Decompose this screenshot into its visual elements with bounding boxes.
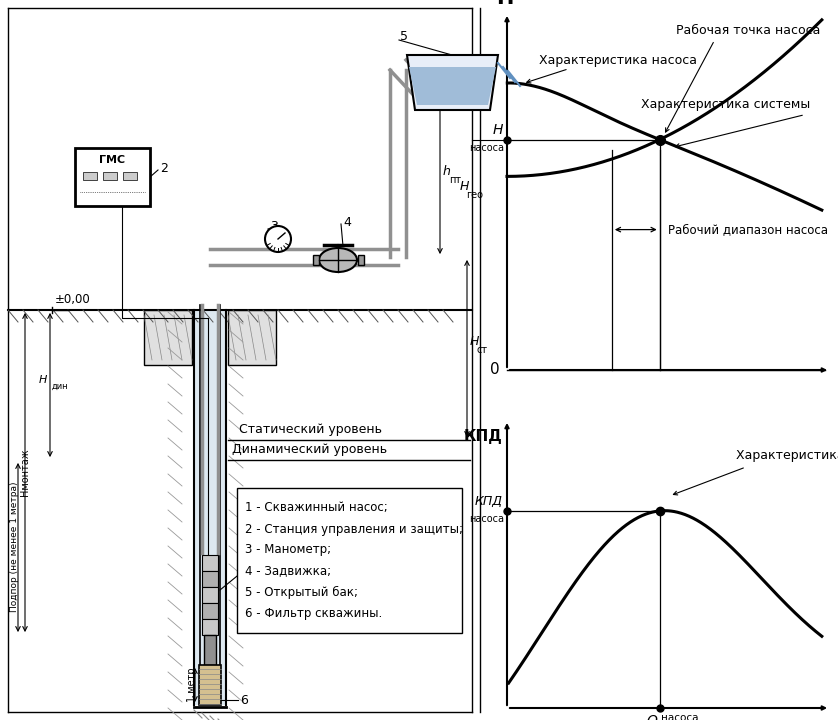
Bar: [202, 571, 218, 587]
Text: 5: 5: [400, 30, 408, 43]
Text: ГМС: ГМС: [99, 155, 125, 165]
Text: 4 - Задвижка;: 4 - Задвижка;: [245, 564, 331, 577]
Text: Динамический уровень: Динамический уровень: [232, 443, 387, 456]
Bar: [123, 172, 137, 180]
Text: Подпор (не менее 1 метра): Подпор (не менее 1 метра): [9, 482, 18, 612]
Polygon shape: [407, 55, 498, 110]
Text: Н: Н: [460, 180, 469, 193]
Text: насоса: насоса: [660, 713, 698, 720]
Text: насоса: насоса: [469, 514, 504, 524]
Bar: [202, 555, 218, 571]
Text: Характеристика насоса: Характеристика насоса: [539, 54, 697, 67]
Text: 0: 0: [490, 362, 500, 377]
Text: 4: 4: [343, 215, 351, 228]
Text: 2: 2: [160, 161, 168, 174]
Text: 3: 3: [270, 220, 278, 233]
Text: Характеристика системы: Характеристика системы: [641, 98, 810, 111]
Text: 3 - Манометр;: 3 - Манометр;: [245, 544, 331, 557]
Text: КПД: КПД: [463, 430, 502, 444]
Text: h: h: [443, 165, 451, 178]
Text: H: H: [496, 0, 514, 8]
Text: 1 - Скважинный насос;: 1 - Скважинный насос;: [245, 502, 388, 515]
Bar: [202, 587, 218, 603]
Circle shape: [265, 226, 291, 252]
Bar: [204, 635, 216, 665]
Text: Q: Q: [837, 699, 838, 717]
Text: 6 - Фильтр скважины.: 6 - Фильтр скважины.: [245, 606, 382, 619]
Text: 1: 1: [244, 564, 252, 577]
Text: насоса: насоса: [469, 143, 504, 153]
Ellipse shape: [319, 248, 357, 272]
Text: 1 метр: 1 метр: [187, 667, 197, 702]
Bar: [202, 603, 218, 619]
Text: ±0,00: ±0,00: [55, 293, 91, 306]
Bar: [358, 255, 364, 265]
Text: Н: Н: [470, 335, 479, 348]
Bar: [199, 665, 221, 705]
Text: дин: дин: [52, 382, 69, 391]
Text: Н: Н: [493, 122, 503, 137]
Text: КПД: КПД: [475, 495, 503, 508]
Text: 5 - Открытый бак;: 5 - Открытый бак;: [245, 585, 358, 598]
Bar: [237, 488, 462, 633]
Bar: [313, 255, 319, 265]
Polygon shape: [409, 67, 496, 105]
Text: Рабочая точка насоса: Рабочая точка насоса: [675, 24, 820, 37]
Bar: [202, 619, 218, 635]
Text: Н: Н: [39, 375, 47, 385]
Bar: [195, 310, 225, 705]
Text: Нмонтаж: Нмонтаж: [20, 448, 30, 496]
Bar: [228, 310, 276, 365]
Text: пт: пт: [449, 175, 461, 185]
Bar: [144, 310, 192, 365]
Bar: [83, 172, 97, 180]
Text: Q: Q: [647, 713, 658, 720]
Text: 2 - Станция управления и защиты;: 2 - Станция управления и защиты;: [245, 523, 463, 536]
Bar: [75, 148, 150, 206]
Text: 6: 6: [240, 693, 248, 706]
Text: Рабочий диапазон насоса: Рабочий диапазон насоса: [668, 223, 828, 236]
Text: ст: ст: [476, 345, 487, 355]
Text: Статический уровень: Статический уровень: [239, 423, 381, 436]
Bar: [103, 172, 117, 180]
Text: гео: гео: [466, 190, 483, 200]
Text: Характеристика КПД: Характеристика КПД: [736, 449, 838, 462]
